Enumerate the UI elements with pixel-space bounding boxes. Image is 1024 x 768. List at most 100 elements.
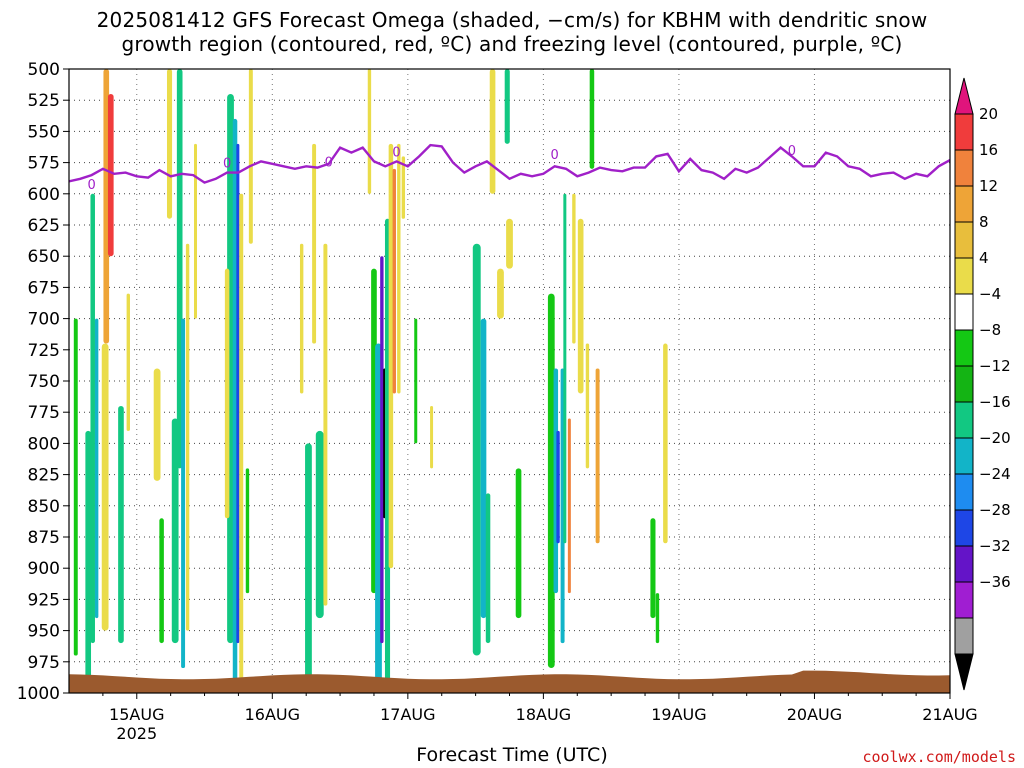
credit-link[interactable]: coolwx.com/models	[862, 748, 1016, 766]
omega-cell-48	[515, 468, 522, 619]
x-axis: 15AUG202516AUG17AUG18AUG19AUG20AUG21AUG2…	[102, 693, 978, 743]
omega-cell-58	[589, 69, 595, 169]
omega-cell-37	[397, 143, 401, 394]
colorbar-label-13: −36	[979, 573, 1011, 591]
colorbar-swatch-13	[954, 545, 974, 583]
omega-cell-47	[506, 218, 513, 269]
colorbar-top-arrow	[954, 77, 974, 115]
omega-cell-40	[430, 405, 434, 469]
y-tick-label-650: 650	[28, 247, 60, 267]
omega-cell-18	[232, 118, 238, 681]
freezing-level-label-3: 0	[392, 145, 400, 160]
terrain-fill	[69, 670, 950, 693]
colorbar-swatch-11	[954, 473, 974, 511]
y-tick-label-675: 675	[28, 278, 60, 298]
omega-cell-20	[239, 193, 244, 681]
x-axis-title: Forecast Time (UTC)	[416, 744, 608, 766]
omega-cell-54	[567, 418, 571, 594]
freezing-level-label-5: 0	[788, 144, 796, 159]
omega-cell-3	[94, 318, 99, 619]
y-tick-label-525: 525	[28, 91, 60, 111]
omega-cell-28	[323, 243, 328, 606]
colorbar: 20 16 12 8 4 −4 −8 −12 −16 −20 −24 −28 −32 −36	[954, 77, 1011, 691]
omega-cell-46	[504, 69, 510, 144]
omega-cell-11	[166, 69, 173, 219]
omega-cell-13	[176, 69, 183, 469]
omega-cell-22	[248, 69, 253, 244]
x-tick-sublabel-year: 2025	[116, 724, 157, 743]
y-tick-label-625: 625	[28, 216, 60, 236]
y-tick-label-800: 800	[28, 434, 60, 454]
colorbar-label-1: 16	[979, 141, 998, 159]
omega-cell-9	[153, 368, 161, 481]
colorbar-label-2: 12	[979, 177, 998, 195]
x-tick-label-17AUG: 17AUG	[380, 705, 435, 724]
y-tick-label-850: 850	[28, 497, 60, 517]
freezing-level-line	[69, 143, 950, 184]
colorbar-label-12: −32	[979, 537, 1011, 555]
colorbar-label-8: −16	[979, 393, 1011, 411]
colorbar-swatch-1	[954, 113, 974, 151]
omega-cell-8	[126, 293, 130, 431]
y-tick-label-500: 500	[28, 60, 60, 80]
colorbar-swatch-9	[954, 401, 974, 439]
x-tick-label-19AUG: 19AUG	[651, 705, 706, 724]
omega-cell-32	[380, 256, 384, 644]
y-tick-label-775: 775	[28, 403, 60, 423]
omega-cell-26	[312, 143, 317, 344]
y-tick-label-575: 575	[28, 154, 60, 174]
omega-cell-59	[595, 368, 600, 544]
omega-cell-1	[85, 430, 92, 681]
colorbar-label-4: 4	[979, 249, 989, 267]
y-tick-label-550: 550	[28, 122, 60, 142]
colorbar-label-0: 20	[979, 105, 998, 123]
x-tick-label-21AUG: 21AUG	[922, 705, 977, 724]
omega-cell-15	[185, 243, 190, 631]
omega-cell-10	[159, 518, 164, 644]
omega-cell-53	[563, 193, 567, 544]
omega-cell-43	[485, 493, 491, 644]
omega-cell-14	[181, 318, 186, 669]
freezing-level-label-4: 0	[551, 148, 559, 163]
omega-cell-55	[572, 193, 576, 344]
y-tick-label-975: 975	[28, 653, 60, 673]
omega-cell-0	[73, 318, 78, 656]
omega-cell-6	[101, 343, 109, 631]
omega-cell-16	[194, 143, 198, 319]
omega-cell-25	[305, 443, 312, 681]
omega-cell-24	[299, 243, 304, 394]
colorbar-swatch-6	[954, 293, 974, 331]
y-tick-label-875: 875	[28, 528, 60, 548]
omega-cell-38	[401, 156, 406, 219]
colorbar-swatch-14	[954, 581, 974, 619]
omega-cell-5	[107, 93, 114, 257]
colorbar-swatch-12	[954, 509, 974, 547]
y-tick-label-900: 900	[28, 559, 60, 579]
omega-cell-12	[171, 418, 179, 644]
chart-title: 2025081412 GFS Forecast Omega (shaded, −…	[0, 8, 1024, 56]
title-line-1: 2025081412 GFS Forecast Omega (shaded, −…	[96, 8, 928, 32]
x-tick-label-20AUG: 20AUG	[787, 705, 842, 724]
omega-shading	[73, 69, 668, 681]
y-tick-label-600: 600	[28, 185, 60, 205]
y-axis: 500 525 550 575 600 625 650 675 700 725 750 775 800 8…	[17, 60, 69, 704]
terrain-band	[69, 670, 950, 693]
freezing-level-label-1: 0	[223, 157, 231, 172]
colorbar-swatch-10	[954, 437, 974, 475]
x-tick-label-15AUG: 15AUG	[109, 705, 164, 724]
freezing-level-label-2: 0	[325, 155, 333, 170]
freezing-level-contour: 0 0 0 0 0 0	[69, 143, 950, 193]
colorbar-swatch-4	[954, 221, 974, 259]
colorbar-swatch-3	[954, 185, 974, 223]
freezing-level-label-0: 0	[87, 178, 95, 193]
colorbar-swatch-7	[954, 329, 974, 367]
omega-cell-49	[547, 293, 555, 669]
omega-cell-35	[388, 143, 394, 569]
omega-cell-29	[367, 69, 372, 194]
title-line-2: growth region (contoured, red, ºC) and f…	[121, 32, 903, 56]
colorbar-label-9: −20	[979, 429, 1011, 447]
y-tick-label-950: 950	[28, 622, 60, 642]
x-tick-label-18AUG: 18AUG	[516, 705, 571, 724]
omega-cell-21	[245, 468, 250, 594]
